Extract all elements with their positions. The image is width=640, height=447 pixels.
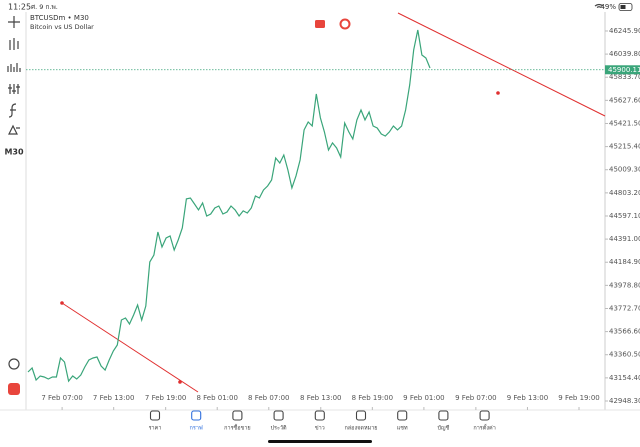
y-tick-label: 45215.40: [609, 143, 640, 151]
trend-handle[interactable]: [178, 380, 182, 384]
y-tick-label: 45833.70: [609, 73, 640, 81]
sell-button[interactable]: [315, 20, 325, 28]
timeframe[interactable]: M30: [4, 148, 24, 157]
status-date: ศ. 9 ก.พ.: [31, 3, 58, 11]
nav-item[interactable]: บัญชี: [437, 410, 450, 432]
nav-icon: [191, 410, 202, 421]
nav-icon: [314, 410, 325, 421]
nav-label: ประวัติ: [271, 425, 287, 432]
nav-item[interactable]: ข่าว: [314, 410, 325, 432]
y-tick-label: 43360.50: [609, 351, 640, 359]
nav-item[interactable]: การตั้งค่า: [473, 410, 496, 432]
y-tick-label: 45009.30: [609, 166, 640, 174]
crosshair-tool[interactable]: [8, 16, 20, 28]
nav-label: กล่องจดหมาย: [344, 426, 377, 432]
x-tick-label: 9 Feb 13:00: [507, 394, 548, 402]
buy-button[interactable]: [339, 18, 351, 30]
status-battery: 49%: [600, 3, 616, 11]
trend-handle[interactable]: [496, 91, 500, 95]
x-tick-label: 9 Feb 19:00: [558, 394, 599, 402]
nav-label: การตั้งค่า: [473, 424, 495, 432]
x-tick-label: 7 Feb 07:00: [41, 394, 82, 402]
price-line: [27, 29, 431, 383]
x-tick-label: 7 Feb 13:00: [93, 394, 134, 402]
nav-item[interactable]: กราฟ: [190, 410, 203, 432]
y-tick-label: 44803.20: [609, 189, 640, 197]
y-tick-label: 46039.80: [609, 50, 640, 58]
nav-icon: [355, 410, 367, 421]
y-tick-label: 43566.60: [609, 328, 640, 336]
battery-icon: [618, 3, 633, 11]
trade-icon[interactable]: [8, 383, 20, 395]
trend-handle[interactable]: [60, 301, 64, 305]
y-tick-label: 45627.60: [609, 96, 640, 104]
home-indicator: [268, 440, 372, 443]
y-tick-label: 44391.00: [609, 235, 640, 243]
y-tick-label: 43154.40: [609, 374, 640, 382]
status-time: 11:25: [8, 3, 31, 12]
nav-label: การซื้อขาย: [224, 424, 250, 432]
zoom-tool[interactable]: [8, 358, 20, 370]
toolbar: [7, 16, 21, 370]
nav-icon: [438, 410, 449, 421]
x-tick-label: 8 Feb 01:00: [196, 394, 237, 402]
current-price-tag: [605, 65, 640, 75]
nav-item[interactable]: แชท: [397, 410, 408, 432]
nav-label: บัญชี: [437, 425, 449, 432]
x-tick-label: 8 Feb 07:00: [248, 394, 289, 402]
nav-icon: [397, 410, 408, 421]
trend-line[interactable]: [61, 302, 199, 393]
y-tick-label: 44597.10: [609, 212, 640, 220]
nav-item[interactable]: ราคา: [149, 410, 162, 432]
nav-item[interactable]: ประวัติ: [271, 410, 287, 432]
y-tick-label: 44184.90: [609, 258, 640, 266]
chart-title: BTCUSDm • M30: [30, 14, 89, 22]
nav-label: กราฟ: [190, 425, 203, 432]
candles-tool[interactable]: [9, 38, 19, 50]
y-tick-label: 42948.30: [609, 397, 640, 405]
y-tick-label: 43978.80: [609, 281, 640, 289]
nav-icon: [479, 410, 490, 421]
y-tick-label: 46245.90: [609, 27, 640, 35]
volume-tool[interactable]: [7, 63, 21, 72]
nav-item[interactable]: การซื้อขาย: [224, 410, 251, 432]
x-tick-label: 8 Feb 13:00: [300, 394, 341, 402]
battery-level: [620, 5, 626, 9]
function-tool[interactable]: [8, 103, 17, 118]
y-tick-label: 43772.70: [609, 304, 640, 312]
objects-tool[interactable]: [8, 124, 20, 135]
y-tick-label: 45421.50: [609, 119, 640, 127]
nav-icon: [232, 410, 243, 421]
nav-label: แชท: [397, 425, 408, 432]
chart-subtitle: Bitcoin vs US Dollar: [30, 23, 94, 31]
x-tick-label: 7 Feb 19:00: [145, 394, 186, 402]
nav-icon: [273, 410, 284, 421]
x-tick-label: 9 Feb 07:00: [455, 394, 496, 402]
wifi-icon: [594, 3, 604, 8]
nav-icon: [149, 410, 161, 421]
trend-line[interactable]: [397, 12, 606, 117]
x-tick-label: 9 Feb 01:00: [403, 394, 444, 402]
nav-label: ข่าว: [315, 426, 325, 432]
nav-item[interactable]: กล่องจดหมาย: [344, 410, 378, 432]
nav-label: ราคา: [149, 426, 162, 432]
x-tick-label: 8 Feb 19:00: [352, 394, 393, 402]
current-price-label: 45900.11: [608, 66, 640, 74]
indicators-tool[interactable]: [8, 84, 20, 94]
